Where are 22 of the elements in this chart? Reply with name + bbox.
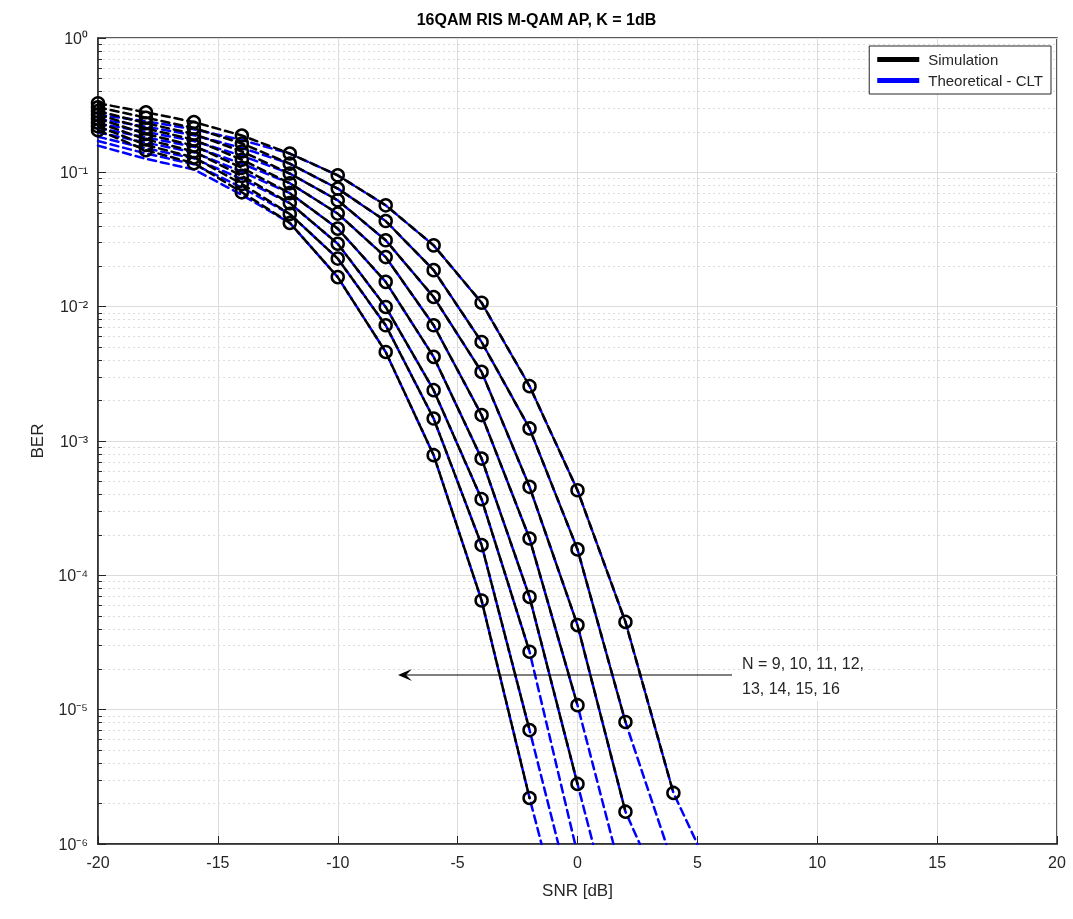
x-tick-label: -5 (450, 853, 465, 871)
y-axis-title: BER (28, 423, 47, 459)
y-tick-label: 10⁻³ (59, 432, 89, 450)
y-tick-label: 10⁰ (64, 29, 88, 47)
y-tick-label: 10⁻² (59, 298, 89, 316)
x-tick-label: -10 (326, 853, 350, 871)
x-tick-label: 0 (573, 853, 583, 871)
x-tick-label: 5 (692, 853, 702, 871)
y-tick-label: 10⁻⁵ (58, 701, 88, 719)
x-tick-label: 10 (808, 853, 827, 871)
legend-label: Theoretical - CLT (928, 72, 1044, 89)
x-axis-title: SNR [dB] (542, 881, 613, 900)
y-tick-label: 10⁻⁴ (58, 566, 89, 584)
chart-title: 16QAM RIS M-QAM AP, K = 1dB (416, 10, 657, 28)
x-tick-label: 20 (1048, 853, 1066, 871)
legend-label: Simulation (928, 51, 999, 68)
x-tick-label: -20 (86, 853, 110, 871)
x-tick-label: 15 (928, 853, 947, 871)
annotation: N = 9, 10, 11, 12, 13, 14, 15, 16 (742, 655, 865, 697)
x-tick-label: -15 (206, 853, 230, 871)
y-tick-label: 10⁻¹ (59, 163, 88, 181)
y-tick-label: 10⁻⁶ (58, 835, 88, 853)
